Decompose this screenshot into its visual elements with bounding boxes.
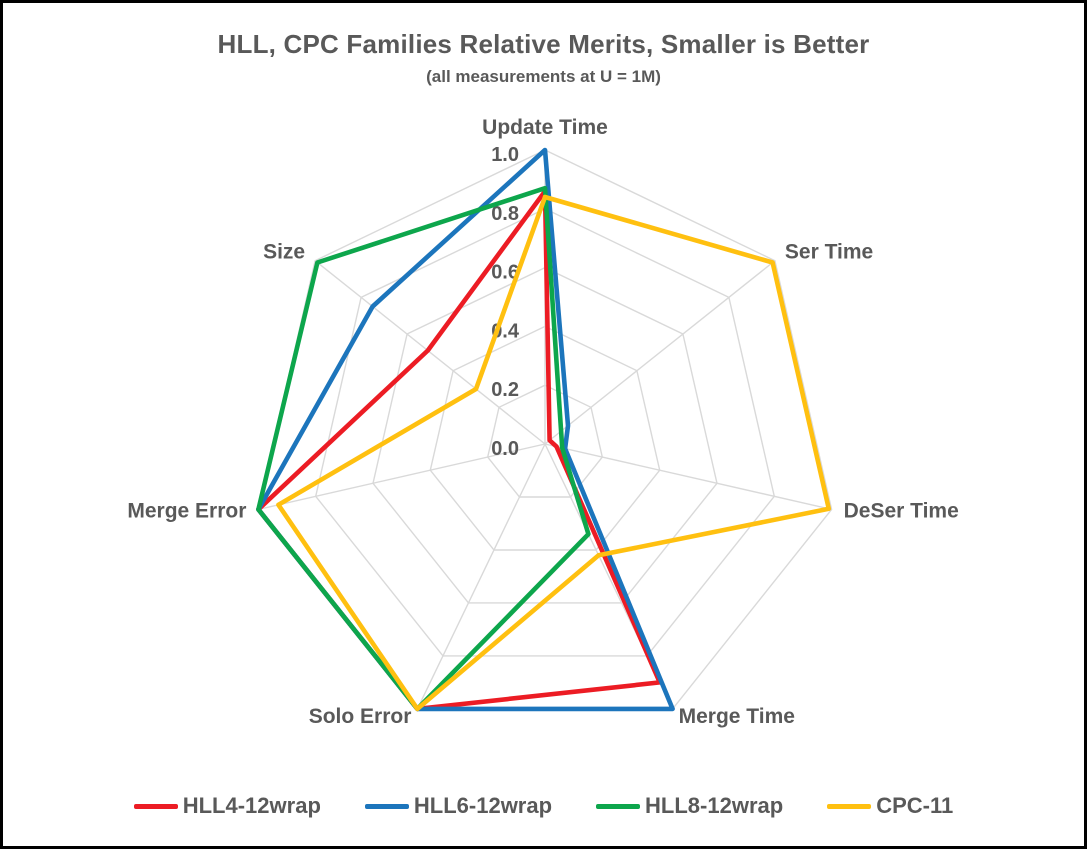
legend-label: HLL8-12wrap — [645, 793, 784, 818]
grid-spoke — [544, 260, 776, 445]
chart-subtitle: (all measurements at U = 1M) — [426, 67, 661, 86]
grid-spoke — [544, 443, 832, 511]
radial-tick-label: 0.6 — [491, 262, 519, 284]
grid-ring — [314, 208, 776, 657]
axis-label-deser-time: DeSer Time — [844, 499, 959, 522]
series-line-hll6-12wrap — [256, 147, 675, 712]
grid-ring — [486, 384, 604, 498]
legend-label: HLL4-12wrap — [182, 793, 321, 818]
axis-label-size: Size — [263, 241, 305, 264]
axis-label-merge-error: Merge Error — [127, 499, 246, 522]
radial-tick-label: 1.0 — [491, 144, 519, 166]
legend-swatch-icon — [364, 803, 409, 809]
axis-label-solo-error: Solo Error — [309, 705, 412, 728]
axis-label-merge-time: Merge Time — [679, 705, 795, 728]
axis-label-ser-time: Ser Time — [785, 241, 873, 264]
radial-tick-label: 0.2 — [491, 379, 519, 401]
series-line-cpc-11 — [276, 194, 832, 712]
grid-spoke — [258, 443, 546, 511]
grid-spoke — [314, 260, 546, 445]
legend-swatch-icon — [827, 803, 872, 809]
legend-swatch-icon — [596, 803, 641, 809]
chart-title: HLL, CPC Families Relative Merits, Small… — [217, 29, 870, 59]
radial-tick-label: 0.0 — [491, 438, 519, 460]
legend-item-hll8-12wrap: HLL8-12wrap — [596, 793, 783, 819]
legend-label: CPC-11 — [876, 793, 954, 818]
radial-tick-label: 0.8 — [491, 203, 519, 225]
grid-ring — [429, 325, 661, 551]
legend-label: HLL6-12wrap — [413, 793, 553, 818]
series-line-hll4-12wrap — [256, 188, 663, 712]
legend-item-cpc-11: CPC-11 — [827, 793, 953, 819]
legend-item-hll4-12wrap: HLL4-12wrap — [133, 793, 321, 819]
axis-label-update-time: Update Time — [482, 116, 608, 139]
legend-swatch-icon — [133, 803, 178, 809]
grid-spoke — [416, 443, 546, 710]
chart-legend: HLL4-12wrap HLL6-12wrap HLL8-12wrap CPC-11 — [3, 793, 1084, 819]
series-line-hll8-12wrap — [256, 185, 591, 712]
legend-item-hll6-12wrap: HLL6-12wrap — [364, 793, 553, 819]
